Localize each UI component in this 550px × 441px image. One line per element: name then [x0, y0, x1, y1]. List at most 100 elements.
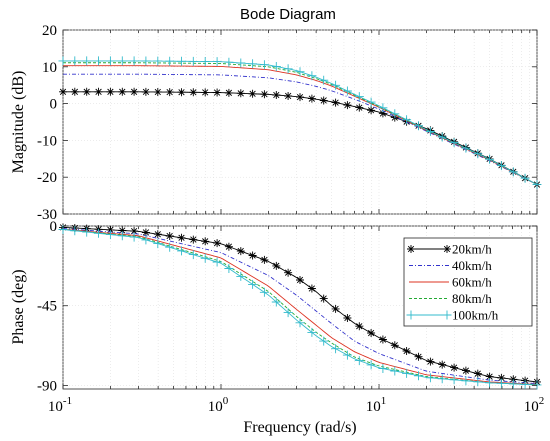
- series-marker-20km/h: [272, 261, 281, 270]
- series-marker-100km/h: [425, 127, 435, 136]
- series-marker-100km/h: [331, 344, 341, 354]
- series-marker-100km/h: [473, 149, 483, 159]
- series-marker-100km/h: [177, 56, 186, 66]
- series-marker-20km/h: [70, 87, 79, 96]
- series-marker-100km/h: [82, 56, 92, 66]
- series-marker-100km/h: [295, 67, 305, 77]
- series-marker-100km/h: [461, 376, 471, 386]
- series-marker-100km/h: [200, 57, 210, 66]
- series-marker-20km/h: [331, 304, 340, 313]
- series-marker-100km/h: [295, 318, 305, 328]
- series-marker-20km/h: [118, 226, 127, 235]
- series-marker-20km/h: [343, 314, 352, 322]
- legend-label: 60km/h: [452, 275, 492, 290]
- series-marker-100km/h: [283, 308, 293, 318]
- series-marker-100km/h: [520, 173, 530, 183]
- y-tick-label: -20: [37, 170, 57, 186]
- series-marker-20km/h: [296, 276, 304, 284]
- series-marker-20km/h: [284, 92, 293, 100]
- series-marker-20km/h: [307, 284, 316, 293]
- series-marker-100km/h: [82, 227, 92, 237]
- series-marker-100km/h: [520, 379, 530, 389]
- legend-marker-20km/h: [443, 245, 451, 253]
- magnitude-ylabel: Magnitude (dB): [10, 71, 27, 174]
- series-marker-20km/h: [414, 352, 423, 361]
- legend-marker-100km/h: [406, 310, 416, 320]
- series-marker-20km/h: [177, 233, 186, 242]
- series-marker-20km/h: [165, 88, 174, 97]
- series-marker-20km/h: [367, 329, 376, 337]
- series-marker-20km/h: [224, 88, 233, 97]
- series-marker-100km/h: [449, 138, 459, 148]
- series-marker-100km/h: [141, 235, 151, 245]
- series-marker-20km/h: [213, 88, 222, 97]
- series-marker-100km/h: [307, 327, 317, 337]
- series-marker-100km/h: [354, 92, 364, 102]
- series-marker-100km/h: [259, 60, 269, 70]
- y-tick-label: 10: [42, 60, 57, 76]
- y-tick-label: -10: [37, 133, 57, 149]
- series-marker-100km/h: [153, 239, 163, 249]
- series-marker-100km/h: [414, 121, 423, 131]
- series-marker-20km/h: [343, 101, 352, 110]
- series-marker-20km/h: [438, 360, 447, 369]
- series-marker-100km/h: [236, 271, 246, 281]
- series-marker-20km/h: [260, 255, 269, 264]
- series-marker-20km/h: [402, 347, 411, 355]
- series-marker-100km/h: [153, 56, 163, 66]
- series-marker-100km/h: [188, 56, 198, 66]
- x-tick-label: 100: [208, 395, 229, 415]
- series-marker-100km/h: [402, 115, 412, 125]
- series-marker-20km/h: [224, 242, 233, 251]
- x-tick-label: 102: [524, 395, 545, 415]
- series-marker-20km/h: [450, 363, 459, 372]
- series-marker-100km/h: [283, 64, 293, 74]
- series-marker-100km/h: [129, 56, 139, 66]
- legend-label: 100km/h: [452, 308, 499, 323]
- series-marker-20km/h: [141, 228, 150, 237]
- series-marker-20km/h: [284, 268, 293, 277]
- series-line-60km/h: [62, 228, 538, 386]
- y-tick-label: -30: [37, 207, 57, 223]
- series-marker-20km/h: [355, 103, 364, 112]
- y-tick-label: 0: [50, 219, 58, 235]
- series-marker-100km/h: [165, 56, 175, 66]
- series-marker-100km/h: [248, 59, 258, 69]
- series-marker-100km/h: [449, 375, 459, 385]
- series-marker-20km/h: [319, 294, 328, 303]
- series-marker-100km/h: [200, 253, 210, 263]
- series-marker-20km/h: [248, 89, 257, 98]
- series-marker-100km/h: [70, 226, 80, 236]
- series-marker-20km/h: [189, 88, 198, 97]
- magnitude-panel: -30 -20 -10 0 10 20 Magnitude (dB): [10, 23, 542, 223]
- x-axis-label: Frequency (rad/s): [243, 419, 356, 436]
- series-marker-100km/h: [129, 232, 139, 242]
- series-marker-100km/h: [532, 380, 542, 390]
- series-marker-20km/h: [509, 375, 518, 384]
- series-marker-20km/h: [461, 366, 470, 375]
- series-marker-20km/h: [236, 247, 245, 256]
- phase-series: [58, 223, 542, 390]
- series-marker-20km/h: [141, 87, 150, 96]
- series-marker-20km/h: [378, 335, 387, 344]
- series-marker-20km/h: [177, 88, 186, 97]
- series-marker-100km/h: [425, 373, 435, 383]
- magnitude-series: [58, 56, 542, 190]
- series-marker-20km/h: [165, 232, 174, 240]
- phase-y-ticks: -90 -45 0: [37, 219, 537, 394]
- series-marker-100km/h: [177, 246, 186, 256]
- series-marker-100km/h: [212, 57, 222, 67]
- series-marker-100km/h: [461, 143, 471, 153]
- series-marker-20km/h: [106, 225, 115, 234]
- x-tick-label: 101: [366, 395, 387, 415]
- series-marker-20km/h: [485, 372, 494, 381]
- legend-label: 80km/h: [452, 291, 492, 306]
- series-marker-100km/h: [331, 80, 341, 90]
- series-marker-100km/h: [496, 161, 506, 171]
- series-marker-20km/h: [213, 239, 222, 248]
- series-marker-20km/h: [153, 230, 162, 239]
- series-marker-20km/h: [331, 98, 340, 107]
- legend-label: 40km/h: [452, 258, 492, 273]
- series-marker-100km/h: [271, 297, 281, 307]
- series-marker-100km/h: [248, 279, 258, 289]
